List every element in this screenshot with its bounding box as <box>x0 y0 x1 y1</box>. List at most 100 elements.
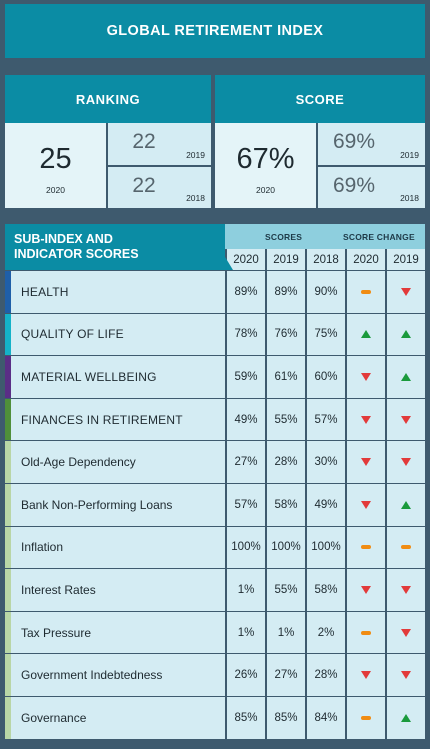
score-cell: 85% <box>265 696 305 739</box>
change-cell <box>385 654 425 696</box>
row-label: Inflation <box>21 540 64 555</box>
score-header: SCORE <box>215 75 425 123</box>
score-cell: 26% <box>225 654 265 696</box>
score-cell: 28% <box>265 441 305 483</box>
row-accent-bar <box>5 271 11 313</box>
score-cell: 55% <box>265 569 305 611</box>
table-title-line: INDICATOR SCORES <box>14 247 139 261</box>
score-cell: 59% <box>225 356 265 398</box>
change-cell <box>385 483 425 526</box>
change-cell <box>345 696 385 739</box>
table-row: Bank Non-Performing Loans 57% 58% 49% <box>5 482 425 526</box>
ranking-history-value: 22 <box>132 173 156 197</box>
ranking-current-value: 25 <box>39 143 72 175</box>
page-title: GLOBAL RETIREMENT INDEX <box>5 4 425 58</box>
score-cell: 60% <box>305 356 345 398</box>
row-label: HEALTH <box>21 284 69 299</box>
triangle-down-icon <box>361 500 371 509</box>
change-cell <box>385 271 425 313</box>
score-cell: 61% <box>265 356 305 398</box>
row-label: Tax Pressure <box>21 625 92 640</box>
table-row: Inflation 100% 100% 100% <box>5 525 425 569</box>
table-row: Tax Pressure 1% 1% 2% <box>5 610 425 654</box>
indicator-table: SCORES SCORE CHANGE 2020 2019 2018 2020 … <box>5 224 425 743</box>
row-accent-bar <box>5 398 11 441</box>
score-cell: 1% <box>225 611 265 654</box>
row-accent-bar <box>5 611 11 654</box>
score-history-item: 69% 2019 <box>318 123 425 165</box>
table-header-columns: SCORES SCORE CHANGE 2020 2019 2018 2020 … <box>225 224 425 270</box>
row-label: FINANCES IN RETIREMENT <box>21 412 183 427</box>
score-cell: 27% <box>265 654 305 696</box>
table-title-line: SUB-INDEX AND <box>14 232 113 246</box>
score-cell: 75% <box>305 313 345 356</box>
triangle-down-icon <box>361 671 371 680</box>
table-row: Interest Rates 1% 55% 58% <box>5 568 425 611</box>
score-cell: 49% <box>305 483 345 526</box>
table-row: HEALTH 89% 89% 90% <box>5 270 425 313</box>
score-panel: SCORE 67% 2020 69% 2019 69% 2018 <box>215 75 425 208</box>
score-history-year: 2018 <box>400 193 419 203</box>
row-label: Government Indebtedness <box>21 668 163 683</box>
dash-icon <box>361 715 371 720</box>
column-year: 2019 <box>265 249 305 270</box>
score-current-year: 2020 <box>256 185 275 195</box>
triangle-down-icon <box>401 287 411 296</box>
triangle-down-icon <box>401 671 411 680</box>
score-cell: 55% <box>265 398 305 441</box>
ranking-current: 25 2020 <box>5 123 108 208</box>
triangle-up-icon <box>401 713 411 722</box>
table-title: SUB-INDEX AND INDICATOR SCORES <box>5 224 225 270</box>
ranking-history-year: 2018 <box>186 193 205 203</box>
triangle-down-icon <box>361 458 371 467</box>
change-cell <box>345 441 385 483</box>
score-history-year: 2019 <box>400 149 419 160</box>
triangle-down-icon <box>401 415 411 424</box>
ranking-history-item: 22 2018 <box>108 164 211 208</box>
ranking-history-value: 22 <box>132 130 156 153</box>
table-row: Governance 85% 85% 84% <box>5 695 425 739</box>
table-row: QUALITY OF LIFE 78% 76% 75% <box>5 312 425 356</box>
score-cell: 1% <box>225 569 265 611</box>
change-cell <box>345 271 385 313</box>
score-cell: 30% <box>305 441 345 483</box>
ranking-history-year: 2019 <box>186 149 205 160</box>
row-label: QUALITY OF LIFE <box>21 327 124 342</box>
row-accent-bar <box>5 569 11 611</box>
change-cell <box>345 356 385 398</box>
change-cell <box>345 526 385 569</box>
row-accent-bar <box>5 441 11 483</box>
change-cell <box>345 313 385 356</box>
change-cell <box>385 696 425 739</box>
row-accent-bar <box>5 696 11 739</box>
dash-icon <box>361 545 371 550</box>
table-row: MATERIAL WELLBEING 59% 61% 60% <box>5 355 425 398</box>
dash-icon <box>361 289 371 294</box>
change-cell <box>385 569 425 611</box>
row-accent-bar <box>5 654 11 696</box>
column-year: 2020 <box>225 249 265 270</box>
change-cell <box>385 611 425 654</box>
score-cell: 78% <box>225 313 265 356</box>
ranking-history-item: 22 2019 <box>108 123 211 165</box>
change-cell <box>345 398 385 441</box>
triangle-down-icon <box>401 628 411 637</box>
score-cell: 100% <box>225 526 265 569</box>
change-cell <box>385 313 425 356</box>
score-history-item: 69% 2018 <box>318 164 425 208</box>
change-cell <box>345 569 385 611</box>
triangle-down-icon <box>401 458 411 467</box>
ranking-panel: RANKING 25 2020 22 2019 22 2018 <box>5 75 211 208</box>
table-row: Old-Age Dependency 27% 28% 30% <box>5 440 425 483</box>
row-label: Governance <box>21 710 87 725</box>
triangle-up-icon <box>401 500 411 509</box>
score-cell: 28% <box>305 654 345 696</box>
score-cell: 49% <box>225 398 265 441</box>
row-label: Old-Age Dependency <box>21 455 136 470</box>
triangle-down-icon <box>401 585 411 594</box>
score-cell: 2% <box>305 611 345 654</box>
change-cell <box>385 398 425 441</box>
score-cell: 89% <box>225 271 265 313</box>
score-cell: 58% <box>265 483 305 526</box>
score-cell: 90% <box>305 271 345 313</box>
